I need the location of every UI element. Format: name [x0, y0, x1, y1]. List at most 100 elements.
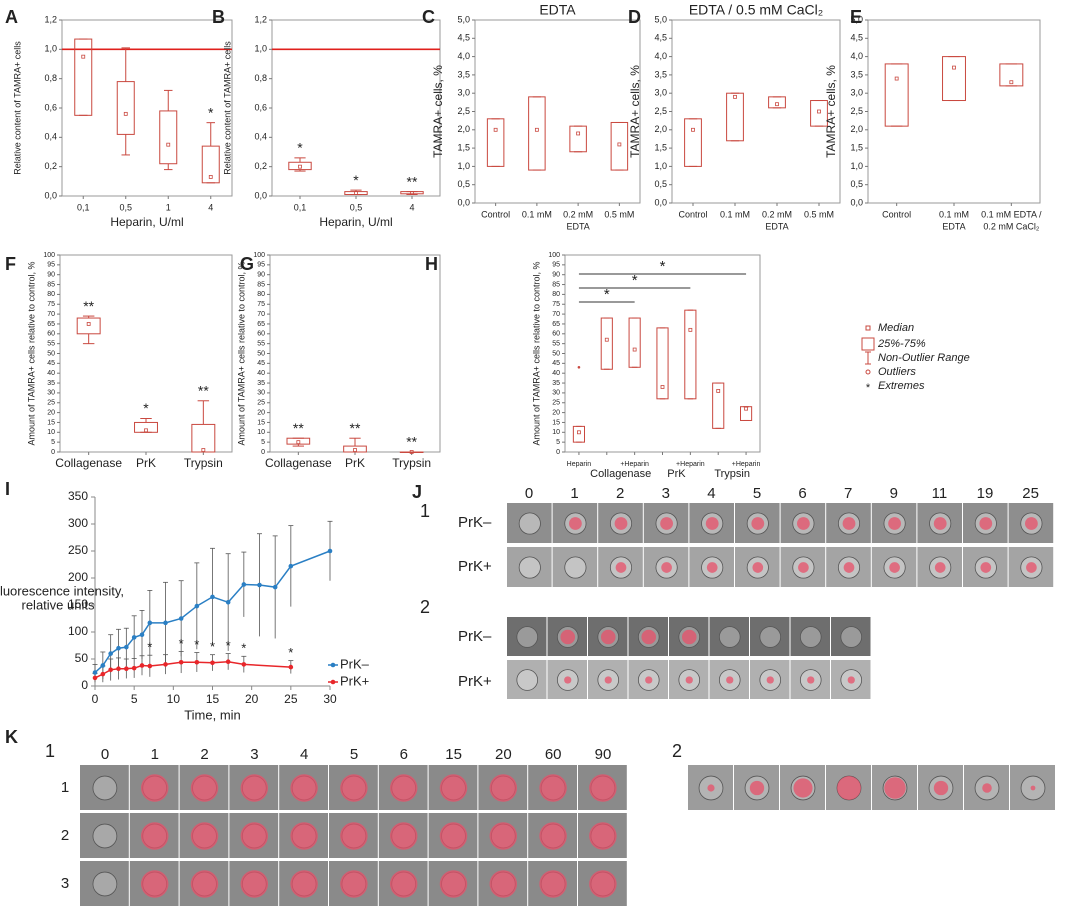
group-label: EDTA [566, 221, 589, 231]
fluorescence [707, 784, 715, 792]
y-tick-label: 1,0 [850, 161, 863, 171]
fluorescence [681, 629, 697, 645]
point [288, 563, 294, 569]
fluorescence [589, 822, 617, 850]
legend-label: Outliers [878, 366, 916, 378]
fluorescence [190, 822, 219, 850]
y-tick-label: 95 [552, 262, 560, 269]
x-tick-label: 0.1 mM [939, 209, 969, 219]
x-tick-label: +Heparin [732, 461, 761, 468]
y-tick-label: 50 [552, 350, 560, 357]
fluorescence [933, 517, 947, 530]
x-tick-label: 0,5 [119, 202, 132, 212]
x-axis-label: Heparin, U/ml [319, 215, 392, 229]
significance-label: * [143, 400, 149, 416]
fluorescence [140, 774, 169, 802]
fluorescence [980, 562, 992, 573]
x-tick-label: 0,5 [350, 202, 363, 212]
time-label: 4 [707, 485, 715, 502]
y-tick-label: 1,2 [44, 14, 57, 24]
y-tick-label: 25 [257, 400, 265, 407]
legend-label: PrK– [340, 656, 370, 671]
box [712, 382, 725, 429]
cell [92, 775, 118, 801]
median [604, 337, 609, 342]
fluorescence [726, 676, 734, 684]
significance-label: * [226, 638, 231, 653]
cell [564, 556, 587, 579]
y-tick-label: 20 [552, 409, 560, 416]
y-axis-label: Amount of TAMRA+ cells relative to contr… [26, 262, 36, 446]
time-label: 5 [753, 485, 761, 502]
y-tick-label: 0,0 [254, 190, 267, 200]
panel-letter: A [5, 7, 18, 27]
y-tick-label: 45 [47, 360, 55, 367]
significance-label: ** [198, 382, 209, 398]
x-tick-label: PrK [345, 456, 365, 470]
y-tick-label: 60 [47, 331, 55, 338]
time-label: 9 [890, 485, 898, 502]
fluorescence [1026, 562, 1037, 573]
median [208, 175, 213, 179]
comparison-label: * [632, 272, 638, 289]
point [257, 582, 262, 588]
y-tick-label: 65 [552, 321, 560, 328]
legend-marker [330, 679, 336, 685]
significance-label: * [288, 645, 293, 660]
point [124, 644, 129, 650]
fluorescence [884, 777, 906, 799]
y-tick-label: 1,0 [457, 161, 470, 171]
row-label: 3 [61, 875, 69, 892]
y-tick-label: 1,0 [654, 161, 667, 171]
time-label: 25 [1022, 485, 1039, 502]
x-tick-label: 4 [409, 202, 414, 212]
time-label: 6 [400, 746, 408, 763]
median [632, 347, 637, 352]
fluorescence [604, 676, 612, 684]
point [163, 662, 168, 667]
y-tick-label: 2,0 [850, 124, 863, 134]
box [726, 92, 744, 142]
row-label: PrK+ [458, 558, 492, 575]
y-tick-label: 0 [81, 678, 88, 692]
x-tick-label: 4 [208, 202, 213, 212]
fluorescence [240, 822, 269, 850]
time-label: 3 [662, 485, 670, 502]
x-tick-label: 5 [131, 692, 138, 706]
y-tick-label: 15 [257, 419, 265, 426]
fluorescence [749, 780, 765, 796]
x-tick-label: PrK [136, 456, 156, 470]
median [577, 430, 581, 435]
fluorescence [752, 562, 764, 573]
part-label: 1 [45, 741, 55, 761]
fluorescence [793, 778, 813, 798]
x-tick-label: 30 [323, 692, 337, 706]
fluorescence [489, 870, 518, 898]
x-tick-label: Trypsin [184, 456, 223, 470]
fluorescence [843, 562, 855, 573]
cell [516, 669, 539, 691]
panel-letter: E [850, 7, 862, 27]
box [201, 145, 220, 184]
y-tick-label: 15 [47, 419, 55, 426]
fluorescence [569, 517, 582, 530]
fluorescence [934, 562, 946, 573]
y-tick-label: 50 [75, 651, 89, 665]
row-label: PrK– [458, 514, 492, 531]
fluorescence [564, 676, 572, 684]
point [210, 660, 215, 666]
y-tick-label: 2,0 [457, 124, 470, 134]
fluorescence [439, 822, 468, 850]
cell [516, 626, 539, 648]
y-tick-label: 250 [68, 543, 88, 557]
fluorescence [560, 629, 576, 645]
point [108, 667, 113, 673]
y-tick-label: 70 [257, 311, 265, 318]
y-tick-label: 5,0 [654, 14, 667, 24]
y-tick-label: 0,6 [44, 102, 57, 112]
fluorescence [1030, 785, 1036, 791]
fluorescence [889, 562, 900, 573]
y-tick-label: 5 [556, 439, 560, 446]
box [884, 63, 909, 127]
